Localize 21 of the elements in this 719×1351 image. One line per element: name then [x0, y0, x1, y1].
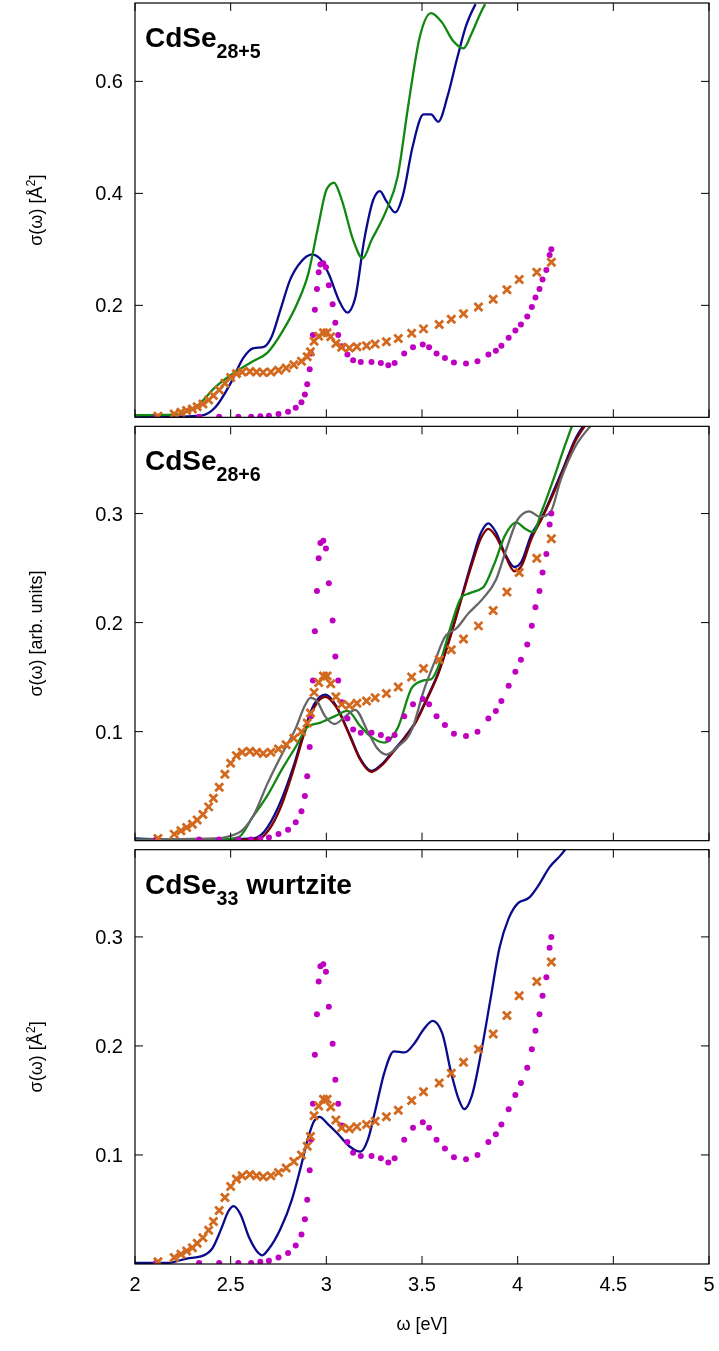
text: CdSe$_{28+5}$	[145, 22, 261, 62]
x-axis-title: ω [eV]	[396, 1314, 448, 1334]
x-tick-label: 4.5	[599, 1273, 628, 1295]
y-tick-label: 0.1	[95, 1143, 123, 1166]
y-tick-label: 0.3	[95, 925, 123, 948]
x-tick-label: 2.5	[216, 1273, 245, 1295]
y-tick-label: 0.2	[95, 611, 123, 634]
text: CdSe$_{28+6}$	[145, 445, 261, 486]
x-tick-label: 5	[703, 1273, 715, 1295]
x-tick-label: 2	[129, 1273, 141, 1295]
x-tick-label: 3	[320, 1273, 332, 1295]
text: CdSe$_{33}$ wurtzite	[145, 868, 352, 909]
y-tick-label: 0.3	[95, 502, 123, 525]
x-tick-label: 4	[512, 1273, 524, 1295]
y-tick-label: 0.2	[95, 1034, 123, 1057]
y-tick-label: 0.2	[95, 294, 123, 317]
x-tick-label: 3.5	[408, 1273, 436, 1295]
y-tick-label: 0.1	[95, 720, 123, 743]
y-axis-title: σ(ω) [arb. units]	[26, 570, 46, 697]
y-tick-label: 0.6	[95, 70, 123, 93]
y-tick-label: 0.4	[95, 182, 123, 205]
